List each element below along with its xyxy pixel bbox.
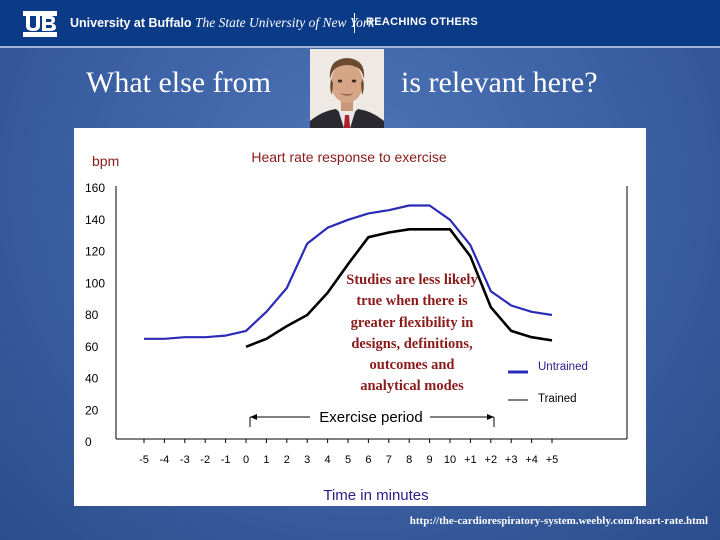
ub-logo-icon [23,11,57,37]
x-tick-label: 0 [243,454,249,466]
exercise-period-bracket [249,414,495,427]
chart-annotation-line-1: Studies are less likely [346,272,478,288]
y-tick-label: 40 [85,372,99,386]
x-tick-label: 6 [365,454,371,466]
x-tick-label: -5 [139,454,149,466]
x-axis-label: Time in minutes [323,487,428,504]
x-tick-label: -2 [200,454,210,466]
x-tick-label: -1 [221,454,231,466]
portrait-icon [310,49,384,138]
headline-right: is relevant here? [401,66,598,99]
x-tick-label: +5 [546,454,559,466]
x-tick-label: 2 [284,454,290,466]
x-tick-label: 9 [427,454,433,466]
chart-annotation-line-4: designs, definitions, [351,336,473,352]
tagline: REACHING OTHERS [366,16,479,28]
x-tick-label: -3 [180,454,190,466]
x-tick-label: 7 [386,454,392,466]
y-tick-label: 100 [85,276,105,290]
y-axis-label: bpm [92,153,119,169]
chart-panel: Heart rate response to exercise bpm 0 20 4… [74,128,646,506]
x-tick-label: 4 [325,454,331,466]
exercise-period-label: Exercise period [319,409,422,426]
x-tick-label: +2 [485,454,498,466]
y-tick-label: 80 [85,308,99,322]
header-bar: University at Buffalo The State Universi… [0,0,720,48]
series-line-trained [245,228,553,349]
university-name: University at Buffalo The State Universi… [70,15,375,30]
chart-annotation-line-5: outcomes and [370,357,455,373]
y-tick-label: 120 [85,245,105,259]
legend-label-trained: Trained [538,393,577,405]
chart-annotation-line-3: greater flexibility in [351,315,474,331]
x-tick-label: -4 [160,454,170,466]
legend-label-untrained: Untrained [538,361,588,373]
y-tick-label: 20 [85,403,99,417]
chart-annotation-line-6: analytical modes [360,378,464,394]
x-tick-label: 10 [444,454,456,466]
heart-rate-chart: Heart rate response to exercise bpm 0204… [85,149,628,504]
chart-annotation-line-2: true when there is [356,293,468,309]
university-subtitle: The State University of New York [195,15,375,30]
chart-title: Heart rate response to exercise [251,149,447,165]
headline-left: What else from [86,66,271,99]
y-tick-label: 0 [85,435,92,449]
x-tick-label: 5 [345,454,351,466]
series-line-untrained [144,204,553,340]
x-tick-label: 8 [406,454,412,466]
source-url[interactable]: http://the-cardiorespiratory-system.weeb… [409,515,708,527]
y-tick-label: 140 [85,213,105,227]
x-tick-label: +1 [464,454,477,466]
portrait-photo [310,49,384,138]
y-tick-label: 160 [85,181,105,195]
x-tick-label: 3 [304,454,310,466]
x-tick-label: +4 [525,454,538,466]
y-tick-label: 60 [85,340,99,354]
x-tick-label: 1 [263,454,269,466]
x-tick-label: +3 [505,454,518,466]
header-divider [354,13,355,33]
